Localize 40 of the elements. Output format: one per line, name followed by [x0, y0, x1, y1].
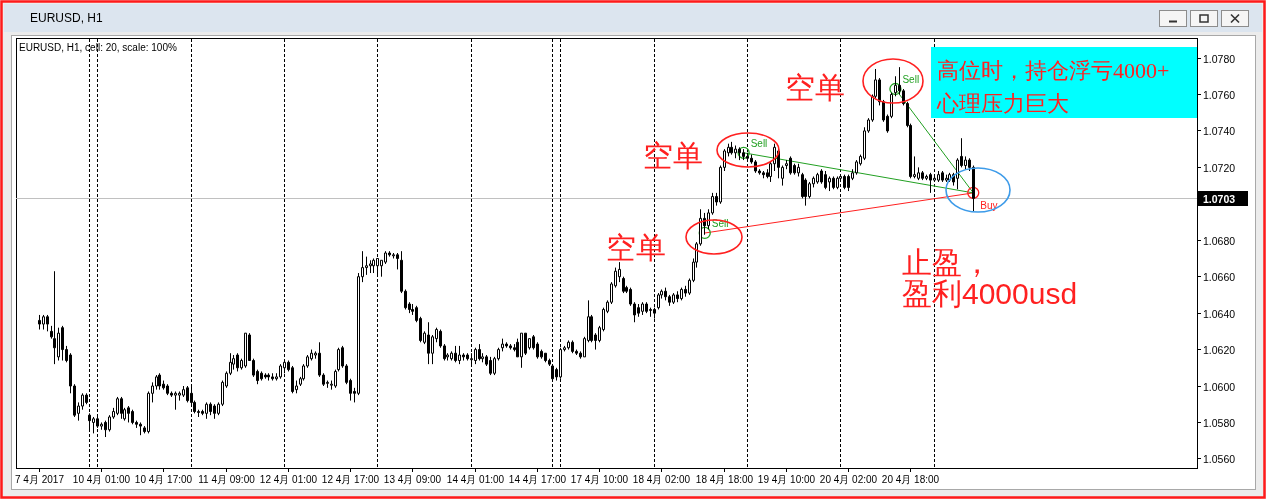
y-tick-label: 1.0680	[1203, 234, 1236, 247]
x-tick-label: 7 4月 2017	[15, 474, 65, 485]
x-tick-label: 12 4月 01:00	[259, 474, 318, 485]
x-tick-label: 12 4月 17:00	[321, 474, 380, 485]
annotation: 空单	[643, 139, 703, 172]
series-label: Sell	[711, 217, 729, 229]
x-tick-label: 19 4月 10:00	[757, 474, 816, 485]
y-tick-label: 1.0600	[1203, 380, 1236, 393]
chart-subtitle: EURUSD, H1, cell: 20, scale: 100%	[19, 42, 177, 53]
annotation: 高位时，持仓浮亏4000+	[937, 58, 1170, 83]
x-tick-label: 18 4月 18:00	[695, 474, 754, 485]
x-tick-label: 10 4月 01:00	[72, 474, 131, 485]
annotation: 空单	[785, 71, 845, 104]
chart-title: EURUSD, H1	[30, 11, 104, 25]
annotation: 心理压力巨大	[936, 91, 1069, 116]
y-tick-label: 1.0620	[1203, 343, 1236, 356]
y-tick-label: 1.0560	[1203, 452, 1236, 465]
y-tick-label: 1.0760	[1203, 88, 1236, 101]
annotation: 止盈，	[902, 246, 992, 279]
x-tick-label: 10 4月 17:00	[134, 474, 193, 485]
x-tick-label: 18 4月 02:00	[632, 474, 691, 485]
x-tick-label: 13 4月 09:00	[383, 474, 442, 485]
series-label: Buy	[980, 199, 998, 211]
x-tick-label: 20 4月 18:00	[881, 474, 940, 485]
y-tick-label: 1.0660	[1203, 270, 1236, 283]
annotation: 空单	[606, 231, 666, 264]
y-tick-label: 1.0740	[1203, 124, 1236, 137]
x-tick-label: 17 4月 10:00	[570, 474, 629, 485]
ref-line-label: 1.0703	[1203, 192, 1236, 205]
y-tick-label: 1.0640	[1203, 307, 1236, 320]
y-tick-label: 1.0580	[1203, 416, 1236, 429]
x-tick-label: 11 4月 09:00	[198, 474, 256, 485]
x-tick-label: 14 4月 17:00	[508, 474, 567, 485]
x-tick-label: 14 4月 01:00	[446, 474, 505, 485]
annotation: 盈利4000usd	[902, 277, 1078, 310]
text: Sell	[750, 137, 768, 149]
x-tick-label: 20 4月 02:00	[819, 474, 878, 485]
y-tick-label: 1.0720	[1203, 161, 1236, 174]
text: Sell	[902, 74, 920, 86]
y-tick-label: 1.0780	[1203, 52, 1236, 65]
